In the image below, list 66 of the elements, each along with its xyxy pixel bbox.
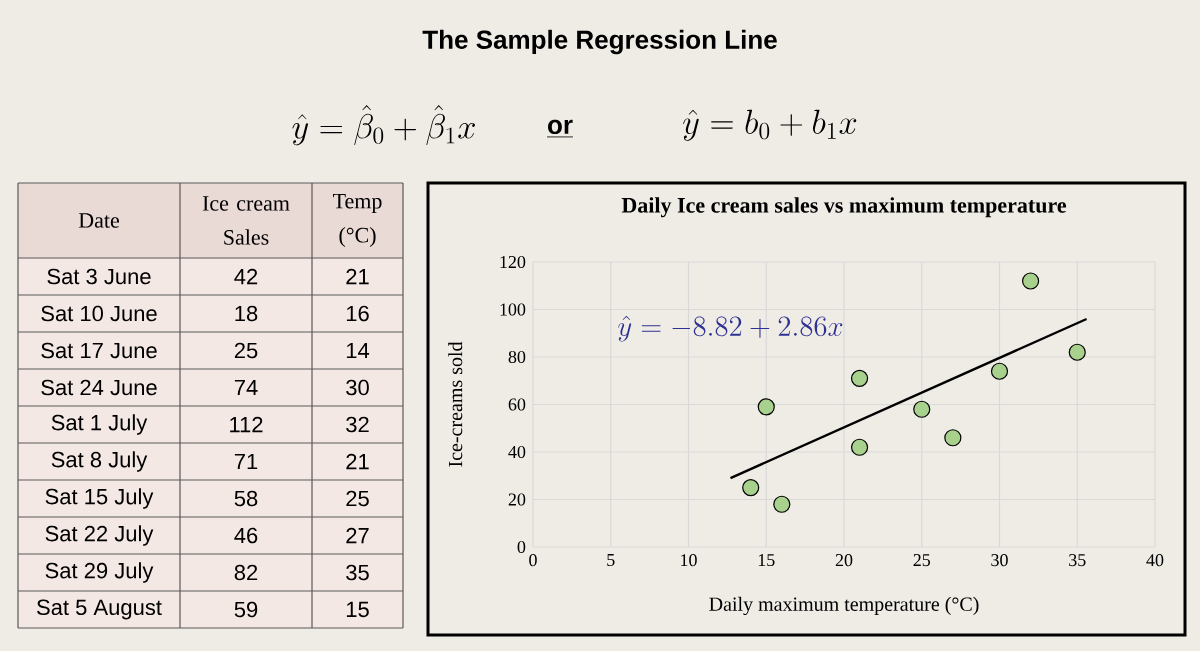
y-tick-label: 40	[508, 445, 526, 459]
chart-title: Daily Ice cream sales vs maximum temperature	[621, 197, 1067, 218]
y-tick-label: 20	[508, 493, 526, 506]
point	[850, 369, 869, 387]
category-label: Sat 15 July	[45, 488, 154, 509]
data-label: 42	[234, 268, 258, 285]
category-label: Sat 22 July	[45, 525, 154, 546]
category-label: Sat 17 June	[41, 342, 157, 359]
y-tick-label: 100	[500, 303, 526, 316]
x-tick-label: 10	[681, 554, 697, 567]
y-tick-label: 60	[508, 398, 526, 411]
data-label: 25	[346, 490, 369, 507]
point	[742, 479, 760, 497]
text: The Sample Regression Line	[422, 29, 777, 55]
data-label: 82	[234, 564, 258, 581]
category-label: Sat 3 June	[47, 268, 151, 285]
data-label: 16	[346, 305, 369, 322]
y-tick-label: 80	[508, 350, 526, 364]
category-label: Sat 10 June	[41, 305, 157, 322]
annotation: $\hat{y} = -8.82 + 2.86x$	[618, 315, 843, 342]
data-label: 58	[234, 490, 258, 507]
text: $\hat{y} = b_0 + b_1 x$	[683, 109, 857, 141]
category-label: Sat 24 June	[41, 379, 157, 396]
x-axis-title: Daily maximum temperature (°C)	[709, 596, 979, 616]
y-axis-title: Ice-creams sold	[448, 341, 463, 467]
point	[773, 495, 791, 513]
point	[944, 429, 962, 447]
point	[1022, 272, 1040, 290]
x-tick-label: 5	[607, 554, 615, 567]
text: Date	[78, 213, 120, 228]
point	[913, 400, 931, 418]
x-tick-label: 35	[1069, 554, 1086, 567]
category-label: Sat 1 July	[51, 414, 148, 435]
point	[757, 398, 775, 416]
category-label: Sat 5 August	[37, 599, 162, 620]
data-label: 21	[346, 453, 369, 470]
category-label: Sat 8 July	[51, 451, 148, 472]
x-tick-label: 30	[991, 554, 1008, 567]
text: $\hat{y} = \hat{\beta}_0 + \hat{\beta}_1 x$	[292, 105, 476, 146]
point	[1068, 343, 1086, 361]
y-tick-label: 0	[517, 540, 526, 554]
point	[990, 362, 1009, 380]
data-label: 27	[346, 527, 369, 544]
x-tick-label: 20	[835, 554, 853, 567]
data-label: 59	[234, 601, 258, 618]
data-label: 71	[234, 453, 258, 470]
data-label: 32	[346, 416, 369, 433]
x-tick-label: 15	[758, 554, 775, 567]
data-label: 30	[346, 379, 369, 396]
data-label: 74	[234, 379, 258, 396]
data-label: 112	[230, 416, 263, 433]
data-label: 21	[346, 268, 369, 285]
text: Ice cream Sales	[202, 196, 290, 245]
text: Temp (°C)	[333, 193, 382, 248]
data-label: 46	[234, 527, 258, 544]
y-tick-label: 120	[500, 255, 526, 269]
data-label: 18	[235, 305, 258, 322]
x-tick-label: 40	[1146, 554, 1164, 567]
data-label: 15	[346, 601, 369, 618]
data-label: 25	[234, 342, 258, 359]
text: or	[548, 119, 573, 135]
category-label: Sat 29 July	[45, 562, 154, 583]
x-tick-label: 25	[913, 554, 931, 567]
x-tick-label: 0	[529, 554, 537, 567]
point	[850, 438, 869, 456]
data-label: 14	[346, 342, 370, 359]
